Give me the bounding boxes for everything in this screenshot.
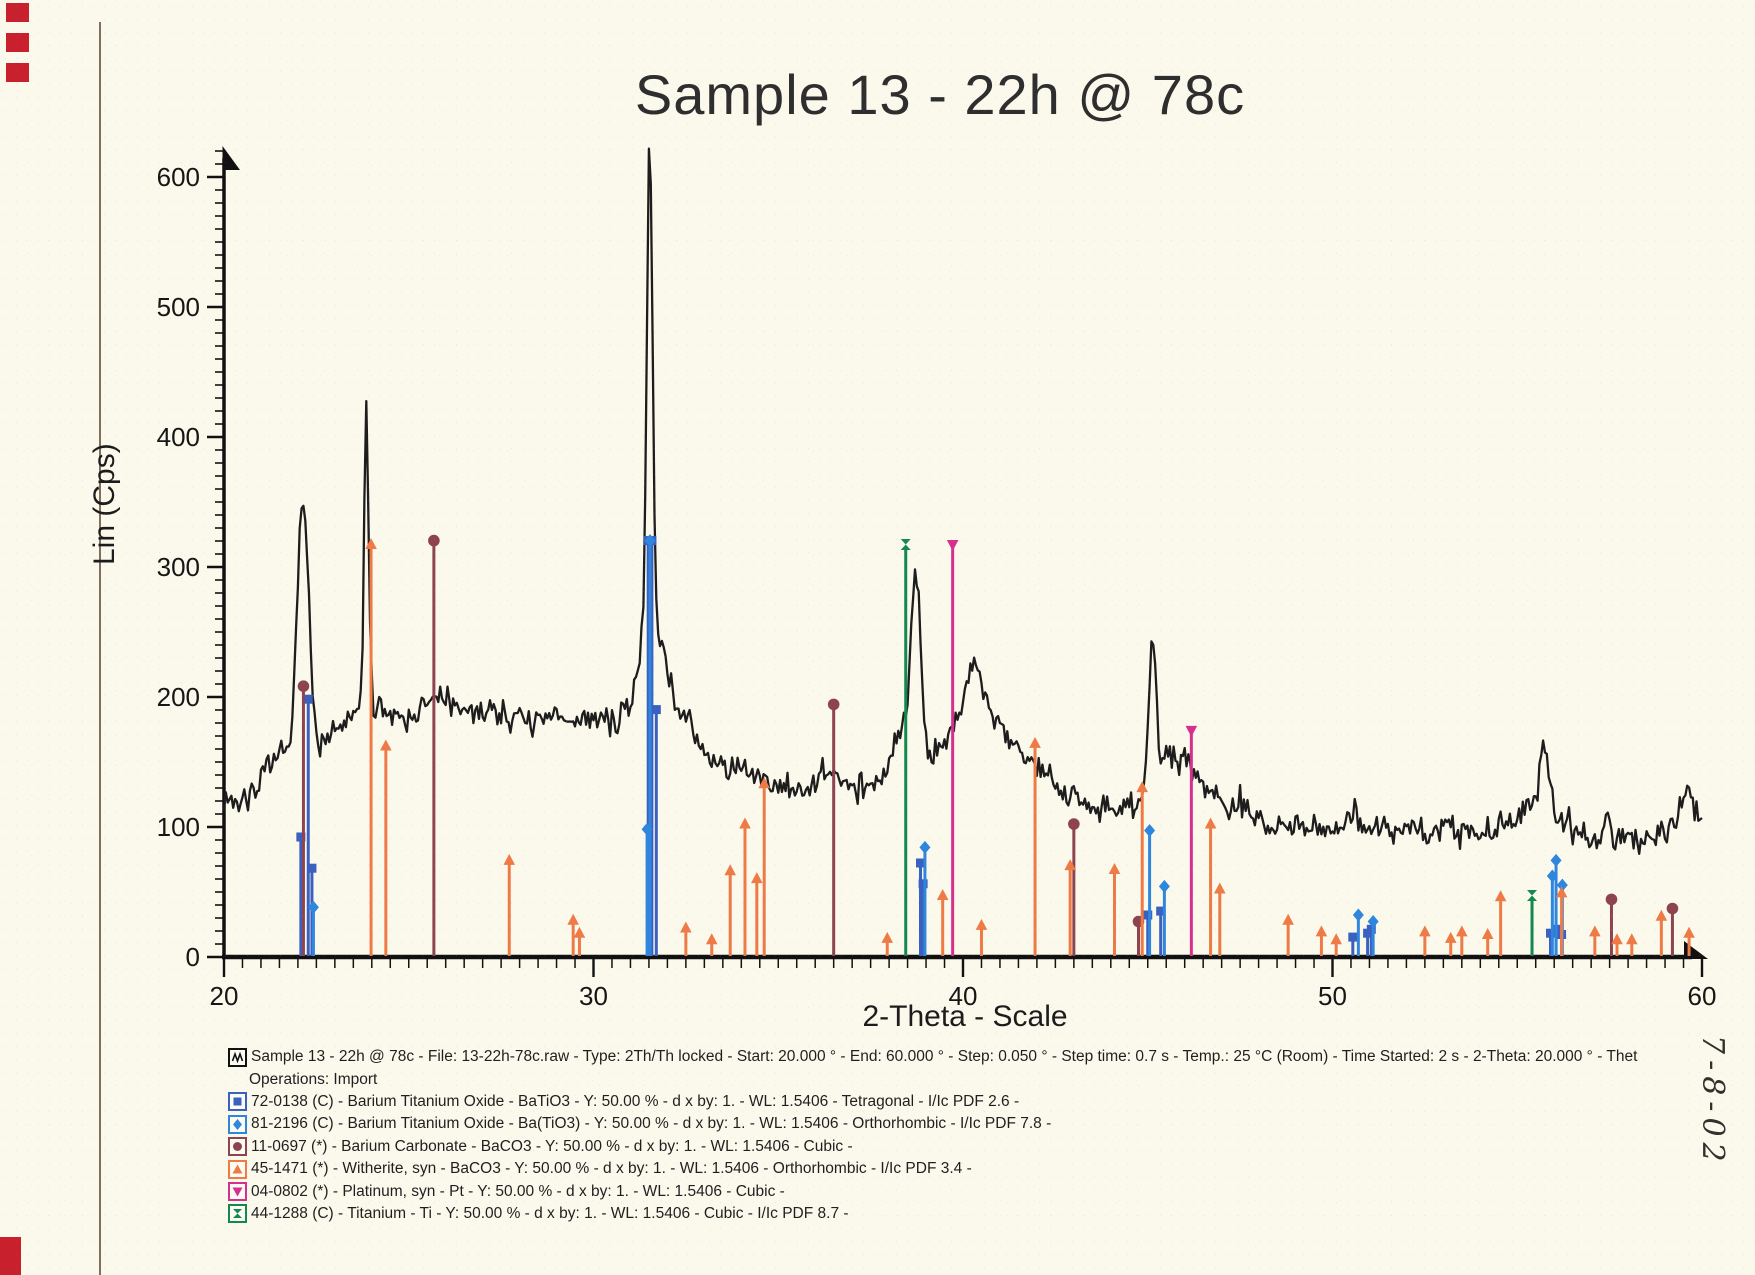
legend-line: 81-2196 (C) - Barium Titanium Oxide - Ba…	[228, 1113, 1558, 1135]
legend-line: Sample 13 - 22h @ 78c - File: 13-22h-78c…	[228, 1046, 1637, 1068]
axes: 0 100 200 300 400 500 600 20 30 40 50 60	[157, 146, 1717, 1011]
legend-line-text: Sample 13 - 22h @ 78c - File: 13-22h-78c…	[251, 1048, 1638, 1066]
legend-line-text: 81-2196 (C) - Barium Titanium Oxide - Ba…	[251, 1115, 1052, 1133]
legend-triangle-down-icon	[228, 1182, 247, 1202]
y-tick-label: 400	[157, 422, 200, 452]
legend-circle-icon	[228, 1137, 247, 1157]
legend-block: Sample 13 - 22h @ 78c - File: 13-22h-78c…	[228, 1046, 1637, 1225]
legend-line-text: Operations: Import	[249, 1070, 378, 1088]
scan-artifact-red-tab	[0, 1237, 21, 1275]
legend-line-text: 45-1471 (*) - Witherite, syn - BaCO3 - Y…	[251, 1160, 972, 1178]
stick-series-witherite-45-1471	[365, 538, 1695, 956]
x-tick-label: 50	[1318, 981, 1347, 1011]
stick-series-titanium-44-1288	[900, 539, 1538, 956]
stick-series-platinum-04-0802	[946, 540, 1198, 956]
y-axis-title: Lin (Cps)	[88, 443, 121, 565]
legend-line-text: 72-0138 (C) - Barium Titanium Oxide - Ba…	[251, 1092, 1020, 1110]
legend-line-text: 04-0802 (*) - Platinum, syn - Pt - Y: 50…	[251, 1182, 785, 1200]
x-tick-label: 60	[1688, 981, 1717, 1011]
stick-series-batio3-orthorhombic-81-2196	[307, 534, 1568, 956]
legend-line: 11-0697 (*) - Barium Carbonate - BaCO3 -…	[228, 1136, 1558, 1158]
legend-line: Operations: Import	[228, 1068, 1558, 1090]
y-tick-label: 0	[186, 942, 200, 972]
legend-line-text: 44-1288 (C) - Titanium - Ti - Y: 50.00 %…	[251, 1204, 849, 1222]
scan-artifact-red-tab	[6, 33, 29, 52]
y-tick-label: 300	[157, 552, 200, 582]
y-tick-label: 200	[157, 682, 200, 712]
legend-hourglass-icon	[228, 1204, 247, 1224]
x-axis-title: 2-Theta - Scale	[862, 1000, 1068, 1033]
legend-line: 72-0138 (C) - Barium Titanium Oxide - Ba…	[228, 1091, 1558, 1113]
chart-title: Sample 13 - 22h @ 78c	[634, 63, 1246, 126]
scan-artifact-red-tab	[6, 63, 29, 82]
legend-square-icon	[228, 1092, 247, 1112]
stick-series-batio3-tetragonal-72-0138	[296, 536, 1567, 956]
legend-line-text: 11-0697 (*) - Barium Carbonate - BaCO3 -…	[251, 1137, 853, 1155]
legend-zigzag-icon	[228, 1047, 247, 1067]
handwritten-date: 7-8-02	[1695, 1035, 1730, 1168]
scan-artifact-edge-line	[99, 22, 101, 1275]
y-tick-label: 500	[157, 292, 200, 322]
legend-line: 04-0802 (*) - Platinum, syn - Pt - Y: 50…	[228, 1180, 1558, 1202]
y-tick-label: 600	[157, 162, 200, 192]
legend-line: 44-1288 (C) - Titanium - Ti - Y: 50.00 %…	[228, 1203, 1558, 1225]
diffraction-trace	[222, 147, 1703, 855]
x-tick-label: 20	[210, 981, 239, 1011]
scan-artifact-red-tab	[6, 3, 29, 22]
stick-series-baco3-cubic-11-0697	[297, 534, 1679, 956]
legend-triangle-up-icon	[228, 1159, 247, 1179]
y-tick-label: 100	[157, 812, 200, 842]
legend-line: 45-1471 (*) - Witherite, syn - BaCO3 - Y…	[228, 1158, 1558, 1180]
x-tick-label: 30	[579, 981, 608, 1011]
x-tick-label: 40	[949, 981, 978, 1011]
legend-diamond-icon	[228, 1114, 247, 1134]
